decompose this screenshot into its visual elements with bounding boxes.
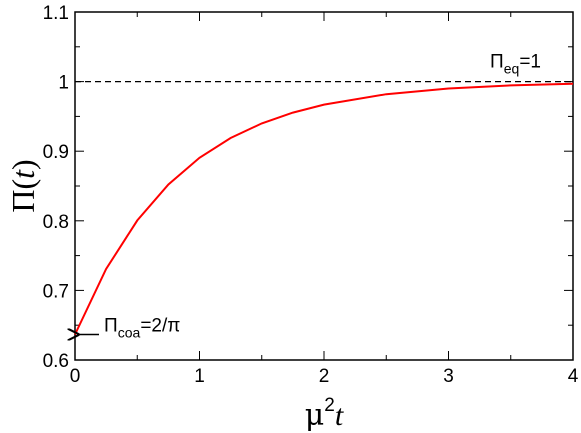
reference-label: Πeq=1 <box>490 52 541 77</box>
y-tick-label: 1 <box>58 73 69 94</box>
annotation-label-text: =2/π <box>140 316 180 337</box>
x-label-base: μ <box>305 398 325 433</box>
y-tick-label: 0.9 <box>43 142 69 163</box>
y-label-var: t <box>5 169 41 179</box>
y-tick-label: 0.7 <box>43 281 69 302</box>
data-line <box>74 82 574 335</box>
y-label-end: ) <box>5 159 41 170</box>
y-axis-label: Π(t) <box>5 159 41 212</box>
x-tick-label: 2 <box>319 366 330 387</box>
y-tick-label: 0.8 <box>43 212 69 233</box>
annotation-label-symbol: Π <box>104 316 118 337</box>
x-tick-label: 4 <box>568 366 579 387</box>
y-tick-label: 0.6 <box>43 351 69 372</box>
x-tick-label: 1 <box>194 366 205 387</box>
annotation-label-sub: coa <box>118 325 141 341</box>
x-label-sup: 2 <box>324 395 335 416</box>
x-label-var: t <box>335 399 344 432</box>
reference-label-symbol: Π <box>490 52 504 73</box>
annotation-label: Πcoa=2/π <box>104 316 180 341</box>
reference-label-sub: eq <box>504 61 520 77</box>
y-tick-label: 1.1 <box>43 3 69 24</box>
x-tick-label: 3 <box>443 366 454 387</box>
x-axis-label: μ2t <box>305 395 344 433</box>
x-tick-label: 0 <box>70 366 81 387</box>
reference-label-text: =1 <box>519 52 541 73</box>
y-label-base: Π( <box>5 179 41 213</box>
